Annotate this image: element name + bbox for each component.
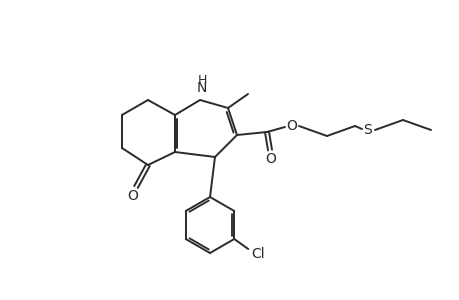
Text: O: O: [286, 119, 297, 133]
Text: Cl: Cl: [251, 247, 264, 261]
Text: S: S: [363, 123, 372, 137]
Text: O: O: [265, 152, 276, 166]
Text: N: N: [196, 81, 207, 95]
Text: O: O: [127, 189, 138, 203]
Text: H: H: [197, 74, 206, 86]
